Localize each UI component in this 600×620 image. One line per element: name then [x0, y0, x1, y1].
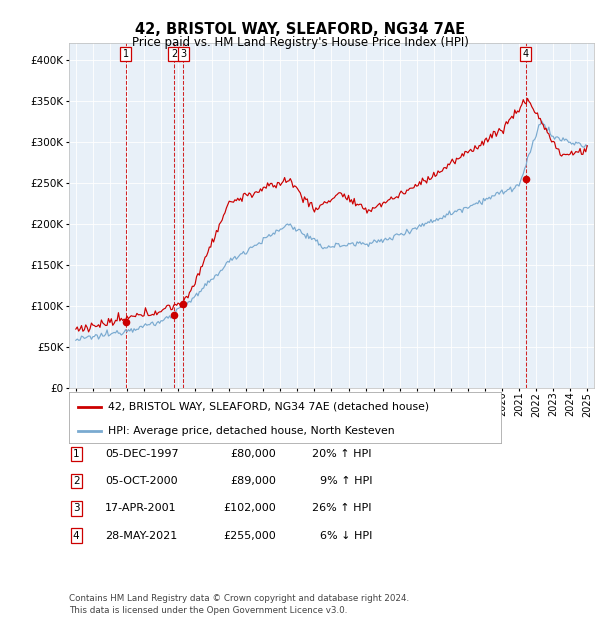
Text: 4: 4 — [73, 531, 80, 541]
Text: 4: 4 — [523, 49, 529, 59]
Text: 1: 1 — [73, 449, 80, 459]
Text: 9% ↑ HPI: 9% ↑ HPI — [320, 476, 372, 486]
Text: 42, BRISTOL WAY, SLEAFORD, NG34 7AE: 42, BRISTOL WAY, SLEAFORD, NG34 7AE — [135, 22, 465, 37]
Text: 17-APR-2001: 17-APR-2001 — [105, 503, 176, 513]
Text: 26% ↑ HPI: 26% ↑ HPI — [313, 503, 372, 513]
Text: Price paid vs. HM Land Registry's House Price Index (HPI): Price paid vs. HM Land Registry's House … — [131, 36, 469, 49]
Text: 20% ↑ HPI: 20% ↑ HPI — [313, 449, 372, 459]
Text: 3: 3 — [180, 49, 186, 59]
Text: 2: 2 — [73, 476, 80, 486]
Text: HPI: Average price, detached house, North Kesteven: HPI: Average price, detached house, Nort… — [108, 425, 395, 436]
Text: 05-OCT-2000: 05-OCT-2000 — [105, 476, 178, 486]
Text: £102,000: £102,000 — [223, 503, 276, 513]
Text: Contains HM Land Registry data © Crown copyright and database right 2024.
This d: Contains HM Land Registry data © Crown c… — [69, 594, 409, 615]
Text: 3: 3 — [73, 503, 80, 513]
Text: 05-DEC-1997: 05-DEC-1997 — [105, 449, 179, 459]
Text: 1: 1 — [122, 49, 128, 59]
Text: £89,000: £89,000 — [230, 476, 276, 486]
Text: 2: 2 — [171, 49, 177, 59]
Text: £80,000: £80,000 — [230, 449, 276, 459]
Text: £255,000: £255,000 — [223, 531, 276, 541]
Text: 42, BRISTOL WAY, SLEAFORD, NG34 7AE (detached house): 42, BRISTOL WAY, SLEAFORD, NG34 7AE (det… — [108, 402, 429, 412]
Text: 28-MAY-2021: 28-MAY-2021 — [105, 531, 177, 541]
Text: 6% ↓ HPI: 6% ↓ HPI — [320, 531, 372, 541]
